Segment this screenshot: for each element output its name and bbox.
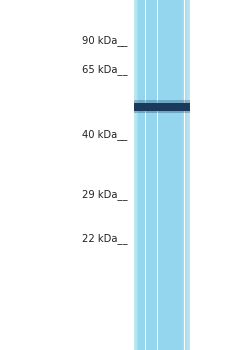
- Text: 40 kDa__: 40 kDa__: [82, 129, 127, 140]
- Text: 22 kDa__: 22 kDa__: [82, 233, 127, 244]
- Bar: [134, 106, 190, 113]
- Text: 65 kDa__: 65 kDa__: [82, 64, 127, 76]
- Bar: [134, 103, 190, 111]
- Bar: [134, 100, 190, 108]
- Text: 29 kDa__: 29 kDa__: [82, 189, 127, 200]
- Text: 90 kDa__: 90 kDa__: [82, 35, 127, 47]
